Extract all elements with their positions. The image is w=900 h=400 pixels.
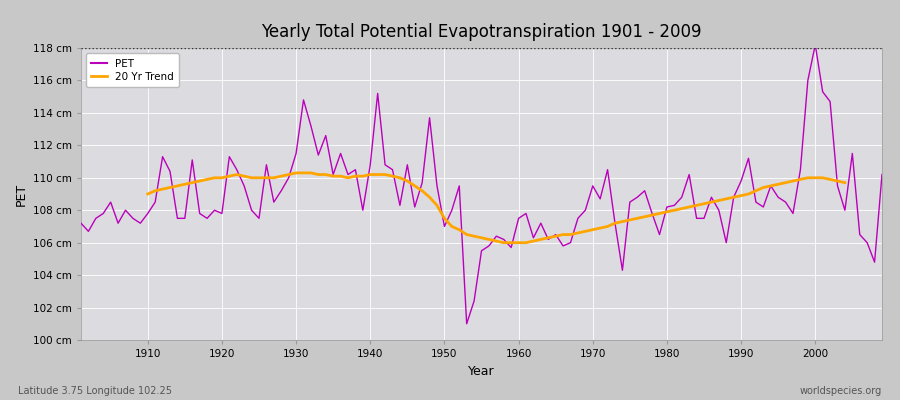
- Y-axis label: PET: PET: [14, 182, 27, 206]
- Text: worldspecies.org: worldspecies.org: [800, 386, 882, 396]
- X-axis label: Year: Year: [468, 364, 495, 378]
- Text: Latitude 3.75 Longitude 102.25: Latitude 3.75 Longitude 102.25: [18, 386, 172, 396]
- Legend: PET, 20 Yr Trend: PET, 20 Yr Trend: [86, 53, 179, 87]
- Title: Yearly Total Potential Evapotranspiration 1901 - 2009: Yearly Total Potential Evapotranspiratio…: [261, 23, 702, 41]
